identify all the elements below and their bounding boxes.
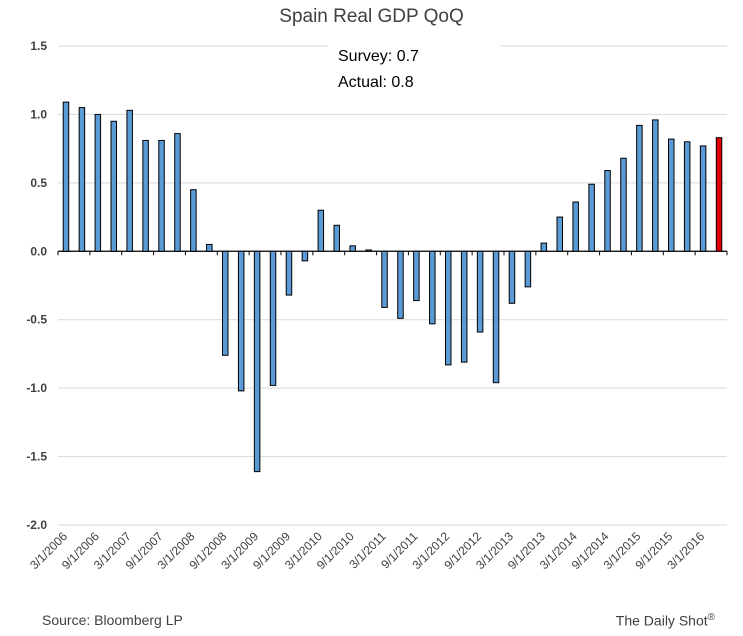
bar	[62, 101, 70, 252]
bar	[142, 139, 149, 252]
chart-title: Spain Real GDP QoQ	[279, 6, 464, 27]
bar	[429, 250, 436, 325]
bar	[285, 250, 293, 296]
bar	[397, 250, 404, 319]
brand-name: The Daily Shot	[615, 612, 708, 629]
bar	[253, 250, 261, 473]
bar	[620, 157, 627, 252]
bar	[460, 250, 468, 363]
bar	[668, 138, 675, 252]
y-tick-label: 1.5	[30, 39, 47, 53]
bar	[269, 250, 277, 386]
bar	[365, 249, 372, 252]
bar	[349, 245, 356, 252]
bar	[540, 242, 548, 252]
bar	[699, 145, 707, 252]
bar	[333, 224, 340, 252]
survey-annotation: Survey: 0.7	[338, 48, 419, 65]
bar	[652, 119, 659, 252]
bar	[174, 133, 181, 252]
bar	[683, 141, 691, 252]
y-tick-label: 0.5	[30, 176, 47, 190]
bar	[508, 250, 516, 304]
bar	[222, 250, 229, 356]
bar	[126, 109, 133, 252]
bar	[381, 250, 388, 308]
bar	[413, 250, 420, 302]
bar	[715, 137, 723, 252]
bar	[476, 250, 484, 333]
bar	[492, 250, 500, 384]
bar	[524, 250, 532, 288]
bar	[588, 183, 595, 252]
bar	[237, 250, 245, 392]
y-tick-label: 1.0	[30, 107, 47, 121]
y-tick-label: -1.5	[26, 450, 47, 464]
brand-mark: ®	[707, 612, 715, 623]
bar	[636, 124, 643, 252]
annotation-box: Survey: 0.7 Actual: 0.8	[328, 44, 500, 102]
source-note: Source: Bloomberg LP	[42, 612, 183, 628]
bar	[206, 243, 213, 252]
y-tick-label: 0.0	[30, 244, 47, 258]
bar	[317, 209, 325, 252]
bar	[94, 113, 102, 252]
bar	[158, 139, 165, 252]
bar	[110, 120, 117, 252]
bar	[78, 107, 86, 252]
actual-annotation: Actual: 0.8	[338, 74, 414, 91]
bar	[301, 250, 309, 262]
bar	[556, 216, 563, 252]
brand-label: The Daily Shot®	[616, 612, 715, 629]
bar	[604, 170, 611, 252]
y-tick-label: -1.0	[26, 381, 47, 395]
bar	[445, 250, 452, 366]
y-tick-label: -0.5	[26, 313, 47, 327]
y-tick-label: -2.0	[26, 518, 47, 532]
bar	[190, 189, 197, 252]
bar	[572, 201, 579, 252]
